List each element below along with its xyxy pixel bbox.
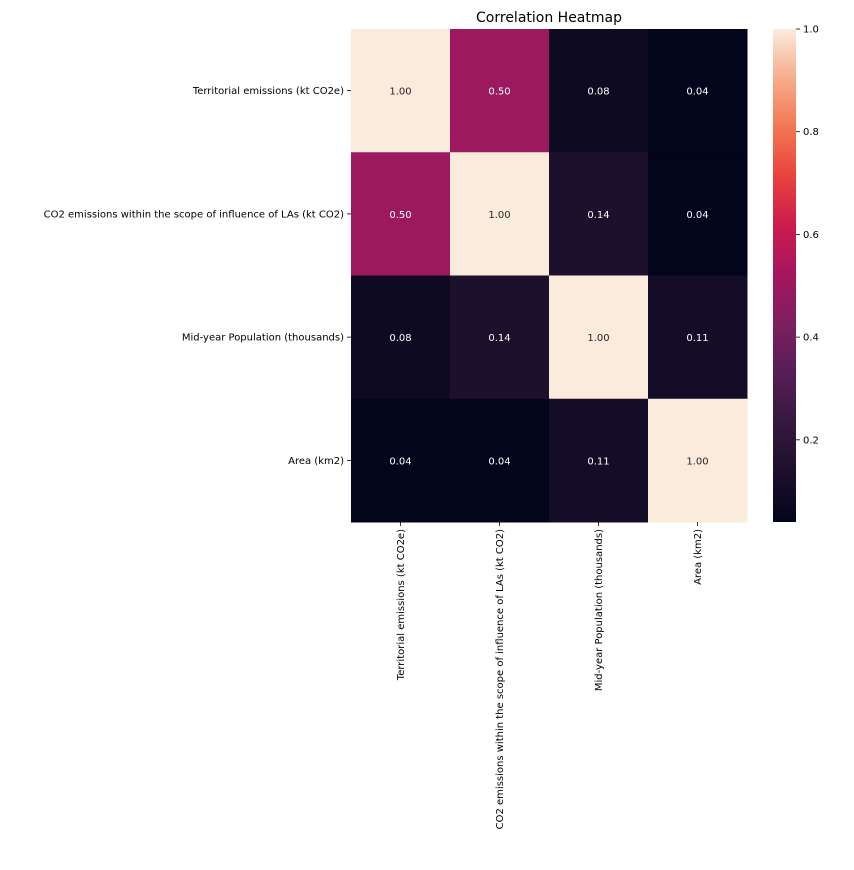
cell-value-label: 0.04 (488, 456, 510, 467)
heatmap-cell (450, 29, 550, 153)
cell-value-label: 0.08 (389, 333, 411, 344)
heatmap-cell (648, 152, 748, 276)
cell-value-label: 0.11 (686, 333, 708, 344)
y-tick-label: Area (km2) (288, 456, 344, 467)
cell-value-label: 0.04 (686, 210, 708, 221)
x-tick-label: CO2 emissions within the scope of influe… (495, 529, 506, 829)
colorbar-tick-label: 0.8 (803, 127, 819, 138)
heatmap-cell (351, 29, 451, 153)
y-axis: Territorial emissions (kt CO2e) CO2 emiss… (44, 86, 351, 467)
y-tick-label: CO2 emissions within the scope of influe… (44, 209, 344, 220)
heatmap-cell (648, 275, 748, 400)
x-axis: Territorial emissions (kt CO2e) CO2 emiss… (396, 522, 704, 829)
heatmap-cell (450, 275, 550, 400)
heatmap-cell (351, 398, 451, 523)
heatmap-cell (549, 29, 649, 153)
colorbar-tick-label: 1.0 (803, 25, 819, 36)
cell-value-label: 0.14 (587, 210, 609, 221)
y-tick-label: Territorial emissions (kt CO2e) (192, 86, 344, 97)
colorbar (773, 29, 796, 522)
cell-value-label: 0.08 (587, 87, 609, 98)
chart-title: Correlation Heatmap (476, 10, 622, 26)
cell-value-label: 1.00 (488, 210, 510, 221)
heatmap-cell (450, 398, 550, 523)
colorbar-tick-label: 0.2 (803, 435, 819, 446)
heatmap-cell (648, 398, 748, 523)
heatmap-cells: 1.00 0.50 0.08 0.04 0.50 1.00 0.14 0.04 0.08 0.14… (351, 29, 748, 523)
heatmap-cell (648, 29, 748, 153)
colorbar-tick-label: 0.6 (803, 230, 819, 241)
x-tick-label: Territorial emissions (kt CO2e) (396, 529, 407, 681)
cell-value-label: 0.50 (389, 210, 411, 221)
x-tick-label: Mid-year Population (thousands) (594, 529, 605, 691)
cell-value-label: 0.14 (488, 333, 510, 344)
heatmap-cell (549, 275, 649, 400)
cell-value-label: 1.00 (389, 87, 411, 98)
heatmap-cell (549, 398, 649, 523)
cell-value-label: 0.11 (587, 456, 609, 467)
heatmap-cell (351, 275, 451, 400)
heatmap-cell (351, 152, 451, 276)
heatmap-cell (450, 152, 550, 276)
cell-value-label: 1.00 (587, 333, 609, 344)
colorbar-ticks: 0.2 0.4 0.6 0.8 1.0 (796, 25, 819, 446)
x-tick-label: Area (km2) (693, 529, 704, 585)
cell-value-label: 0.04 (686, 87, 708, 98)
heatmap-cell (549, 152, 649, 276)
y-tick-label: Mid-year Population (thousands) (182, 333, 344, 344)
colorbar-tick-label: 0.4 (803, 333, 819, 344)
cell-value-label: 0.04 (389, 456, 411, 467)
cell-value-label: 1.00 (686, 456, 708, 467)
cell-value-label: 0.50 (488, 87, 510, 98)
